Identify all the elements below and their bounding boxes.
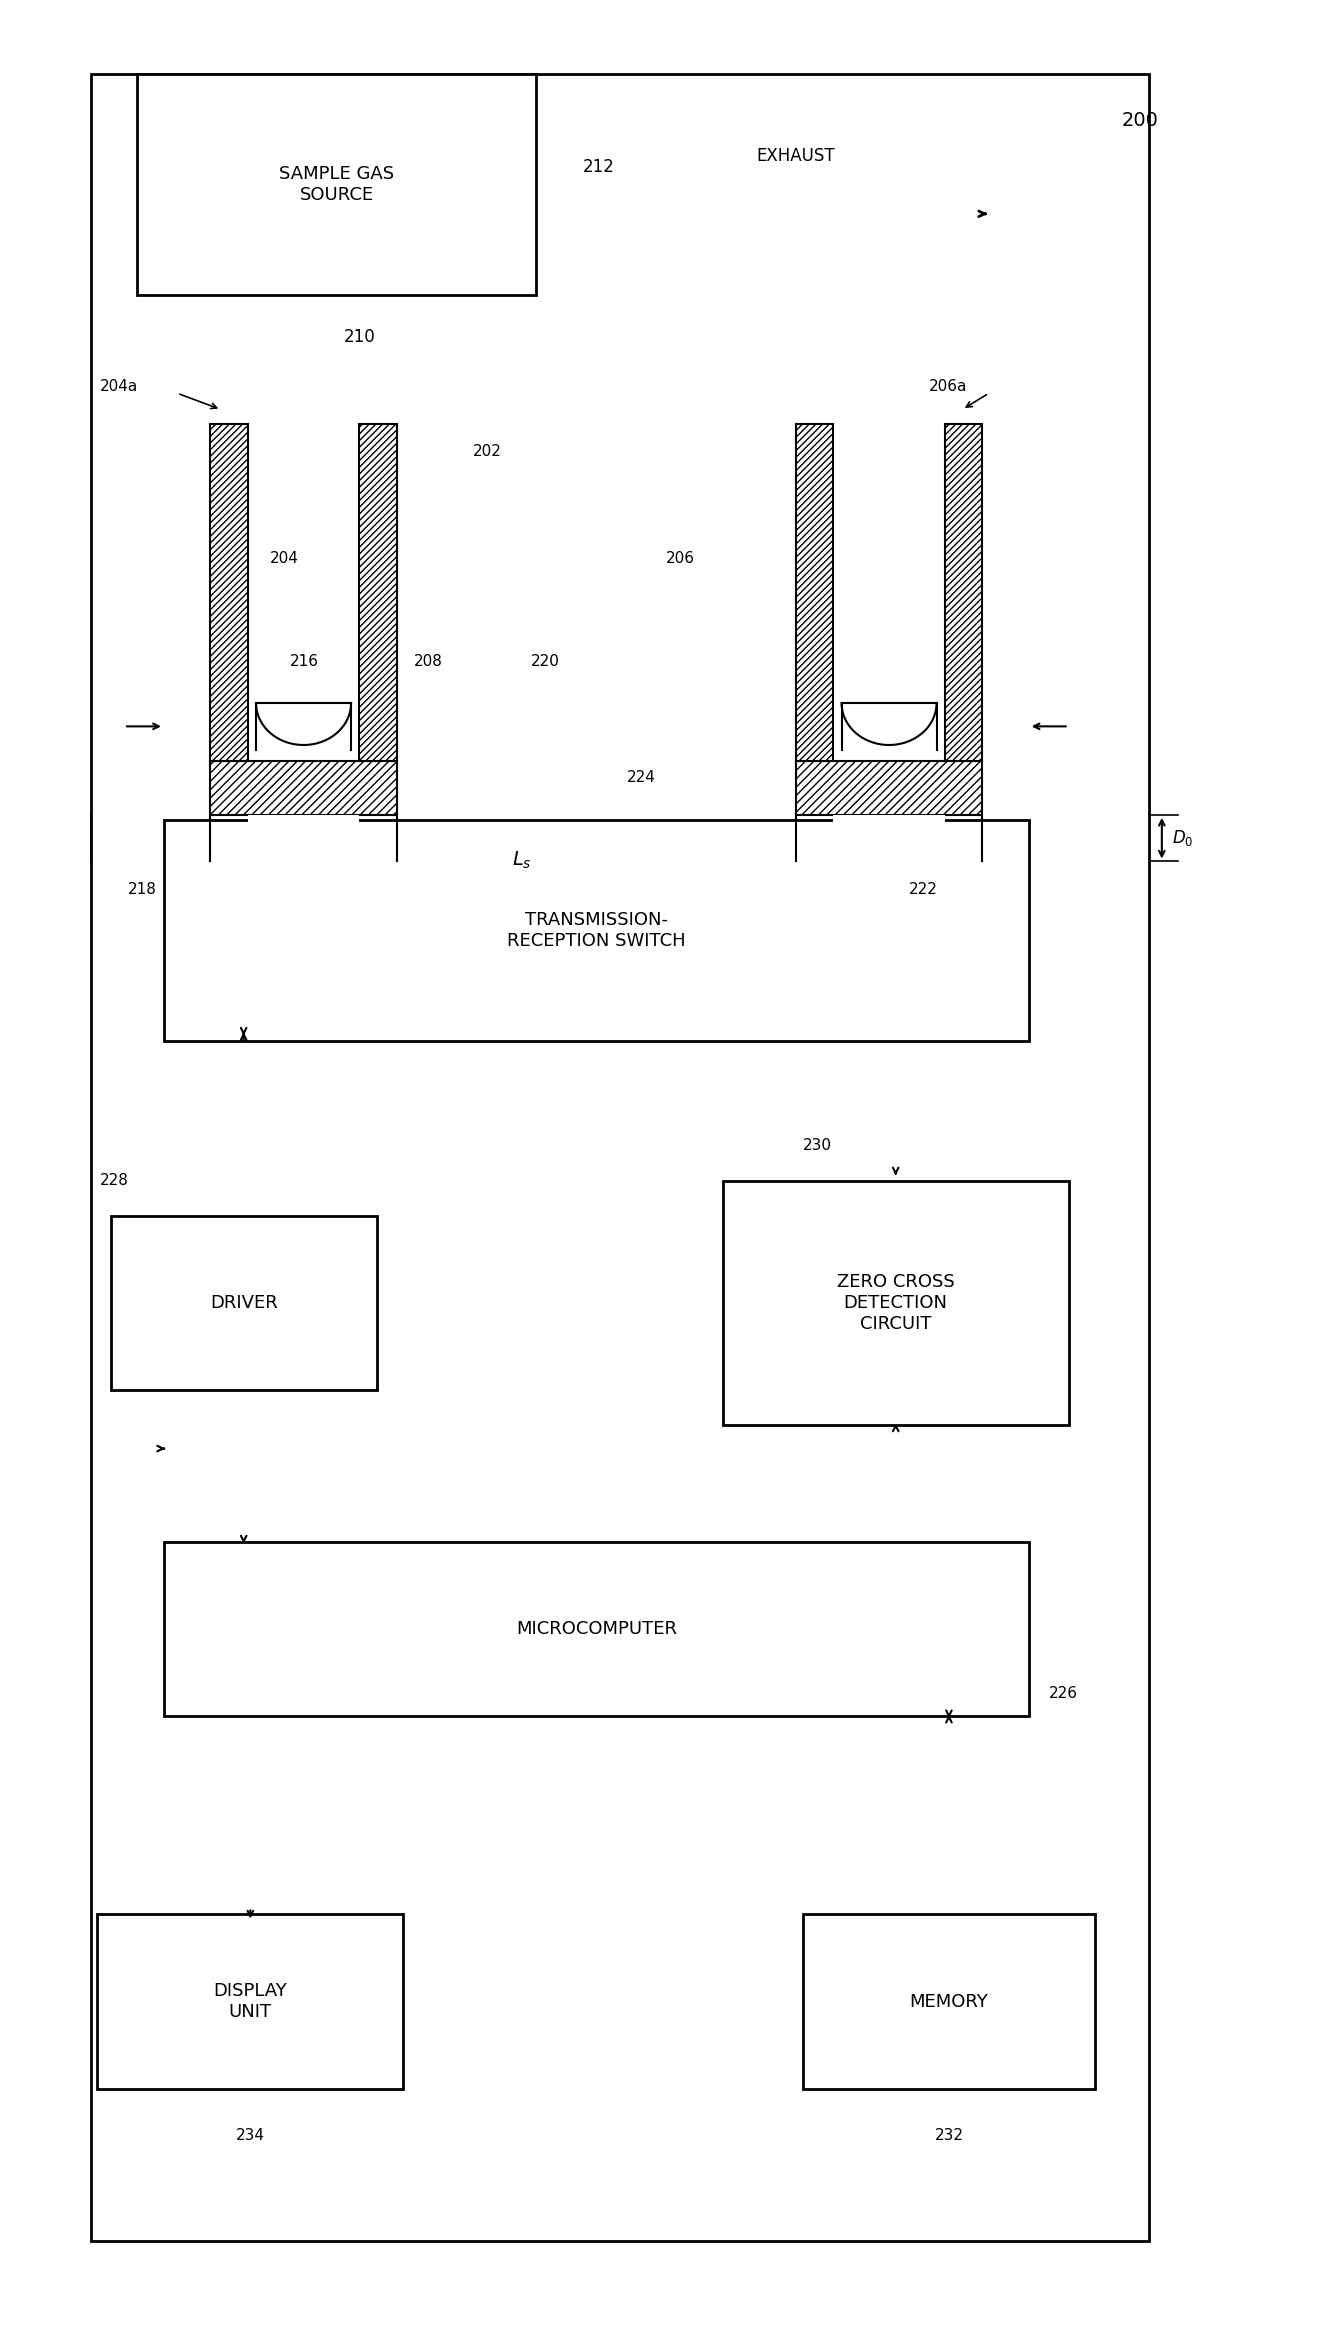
Text: EXHAUST: EXHAUST — [757, 147, 836, 164]
Text: 200: 200 — [1122, 112, 1158, 131]
Bar — [945, 423, 983, 762]
Text: 224: 224 — [627, 769, 656, 786]
Text: 208: 208 — [414, 655, 443, 669]
Bar — [723, 1181, 1069, 1426]
Text: DRIVER: DRIVER — [210, 1293, 277, 1312]
Text: 210: 210 — [344, 327, 375, 346]
Text: 232: 232 — [935, 2128, 964, 2144]
Text: MEMORY: MEMORY — [909, 1992, 988, 2011]
Bar — [210, 762, 396, 816]
Text: 234: 234 — [236, 2128, 265, 2144]
Text: ZERO CROSS
DETECTION
CIRCUIT: ZERO CROSS DETECTION CIRCUIT — [837, 1274, 955, 1333]
Bar — [210, 423, 248, 762]
Bar — [210, 762, 396, 816]
Bar — [359, 423, 396, 762]
Text: 202: 202 — [473, 444, 501, 458]
Bar — [833, 816, 945, 860]
Bar — [795, 423, 833, 762]
Bar — [359, 423, 396, 762]
Text: 212: 212 — [582, 159, 615, 175]
Bar — [163, 1541, 1028, 1716]
Bar — [111, 1216, 376, 1391]
Bar — [945, 423, 983, 762]
Text: 228: 228 — [100, 1174, 129, 1188]
Bar — [795, 762, 983, 816]
Text: 230: 230 — [802, 1139, 832, 1153]
Bar — [210, 423, 248, 762]
Bar — [163, 821, 1028, 1040]
Text: 216: 216 — [291, 655, 319, 669]
Text: 226: 226 — [1048, 1686, 1078, 1700]
Bar — [795, 762, 983, 816]
Bar — [98, 1915, 403, 2090]
Text: 204a: 204a — [100, 379, 138, 393]
Text: 218: 218 — [129, 881, 157, 898]
Text: 222: 222 — [909, 881, 937, 898]
Text: TRANSMISSION-
RECEPTION SWITCH: TRANSMISSION- RECEPTION SWITCH — [507, 912, 686, 949]
Bar — [802, 1915, 1095, 2090]
Bar — [248, 816, 359, 860]
Text: 206: 206 — [665, 552, 695, 566]
Text: 204: 204 — [270, 552, 299, 566]
Bar — [91, 75, 1149, 2240]
Text: $D_0$: $D_0$ — [1173, 828, 1194, 849]
Text: MICROCOMPUTER: MICROCOMPUTER — [516, 1620, 676, 1639]
Text: $L_s$: $L_s$ — [511, 849, 532, 870]
Bar — [795, 423, 833, 762]
Text: 220: 220 — [532, 655, 560, 669]
Text: 206a: 206a — [929, 379, 967, 393]
Text: SAMPLE GAS
SOURCE: SAMPLE GAS SOURCE — [280, 166, 395, 203]
Text: DISPLAY
UNIT: DISPLAY UNIT — [213, 1983, 287, 2022]
Bar — [137, 75, 537, 295]
